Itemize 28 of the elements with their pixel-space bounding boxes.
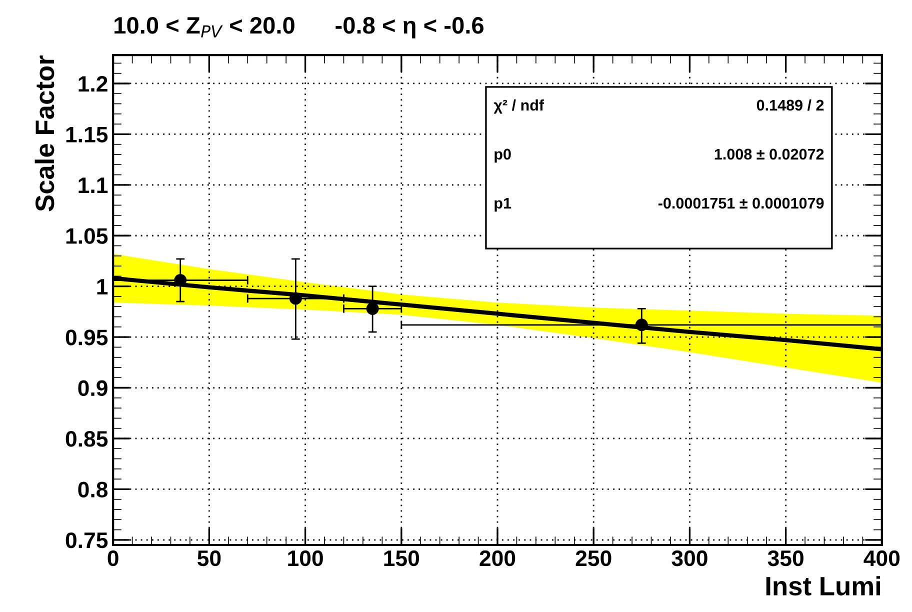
- y-tick-label: 0.95: [66, 330, 108, 346]
- y-tick-label: 0.85: [66, 431, 108, 447]
- y-tick-label: 0.9: [78, 380, 108, 396]
- x-tick-label: 400: [864, 550, 900, 566]
- x-tick-label: 200: [480, 550, 516, 566]
- x-tick-label: 150: [384, 550, 420, 566]
- annotation: p1: [494, 198, 512, 212]
- y-axis-title: Scale Factor: [34, 55, 54, 212]
- annotation: 0.1489 / 2: [756, 99, 824, 111]
- x-tick-label: 250: [576, 550, 612, 566]
- y-tick-label: 0.8: [78, 482, 108, 498]
- x-tick-label: 0: [108, 550, 118, 566]
- annotation: p0: [494, 148, 511, 163]
- y-tick-label: 1.2: [78, 76, 108, 92]
- y-tick-label: 1: [97, 279, 108, 294]
- annotation: 1.008 ± 0.02072: [714, 148, 824, 160]
- y-tick-label: 0.75: [66, 532, 108, 548]
- x-tick-label: 100: [288, 550, 323, 566]
- y-tick-label: 1.15: [66, 126, 108, 142]
- annotation: -0.0001751 ± 0.0001079: [658, 198, 824, 209]
- chart-title: 10.0 < Z$_{PV}$ < 20.0 -0.8 < η < -0.6: [114, 17, 484, 38]
- annotation: χ² / ndf: [494, 99, 544, 114]
- x-tick-label: 50: [198, 550, 221, 566]
- y-tick-label: 1.1: [78, 178, 108, 193]
- x-tick-label: 300: [672, 550, 708, 566]
- x-tick-label: 350: [768, 550, 804, 566]
- x-axis-title: Inst Lumi: [766, 576, 880, 596]
- y-tick-label: 1.05: [66, 228, 108, 244]
